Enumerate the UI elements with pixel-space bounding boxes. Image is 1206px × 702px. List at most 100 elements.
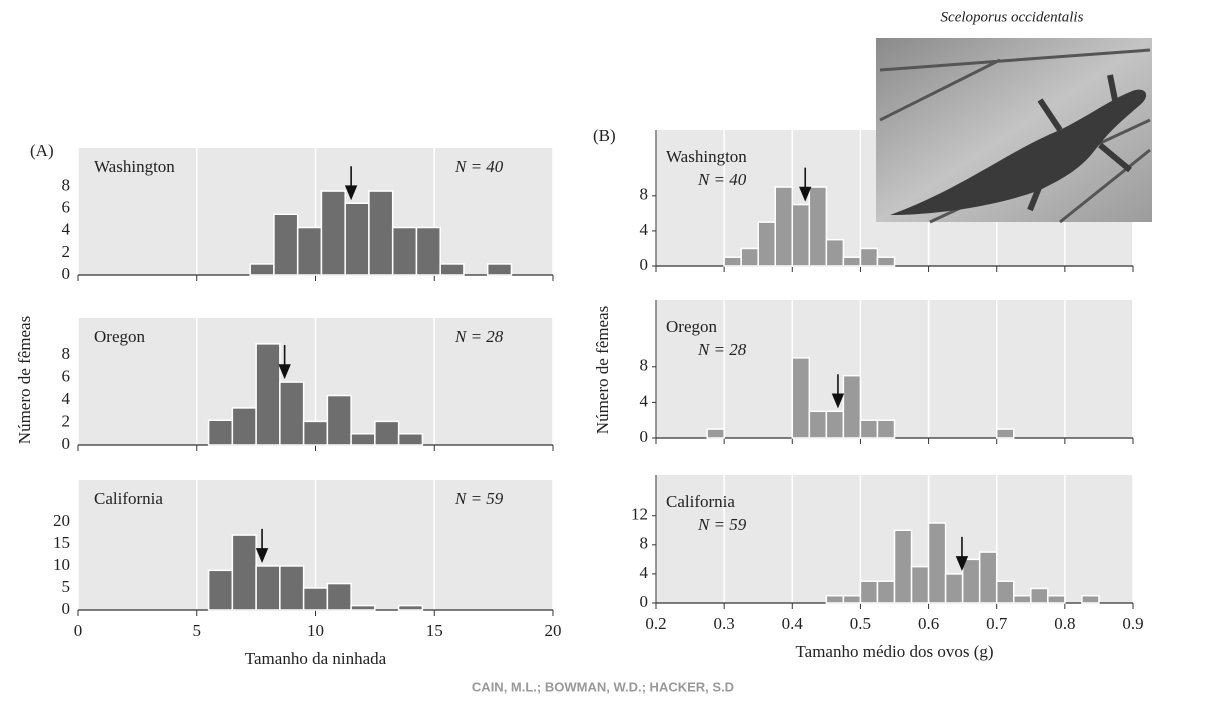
bar bbox=[774, 186, 794, 267]
bar bbox=[397, 433, 424, 446]
x-axis-label: Tamanho médio dos ovos (g) bbox=[795, 642, 993, 661]
x-tick-label: 0.2 bbox=[645, 614, 666, 633]
mean-arrow bbox=[344, 166, 358, 201]
bar bbox=[723, 256, 742, 267]
sample-size: N = 28 bbox=[454, 327, 504, 346]
bar bbox=[893, 529, 913, 604]
y-tick-label: 5 bbox=[62, 577, 71, 596]
subplot-title: California bbox=[666, 492, 735, 511]
y-tick-label: 2 bbox=[62, 411, 71, 430]
bar bbox=[350, 433, 376, 446]
bar bbox=[825, 238, 845, 267]
bar bbox=[279, 565, 305, 611]
y-tick-label: 10 bbox=[53, 555, 70, 574]
bar bbox=[207, 569, 234, 611]
x-tick-label: 20 bbox=[545, 621, 562, 640]
y-tick-label: 6 bbox=[62, 198, 71, 217]
bar bbox=[326, 394, 352, 446]
bar bbox=[995, 428, 1015, 439]
bar bbox=[825, 410, 845, 439]
sample-size: N = 40 bbox=[697, 170, 747, 189]
bar bbox=[808, 186, 828, 267]
lizard bbox=[890, 89, 1147, 215]
bar bbox=[255, 565, 281, 611]
bar bbox=[1030, 587, 1049, 604]
bar bbox=[231, 534, 257, 611]
y-tick-label: 8 bbox=[640, 185, 649, 204]
sample-size: N = 28 bbox=[697, 340, 747, 359]
y-tick-label: 0 bbox=[640, 255, 649, 274]
panel-label: (B) bbox=[593, 126, 616, 145]
x-tick-label: 0.5 bbox=[850, 614, 871, 633]
bar bbox=[486, 263, 513, 276]
y-tick-label: 0 bbox=[62, 264, 71, 283]
bar bbox=[249, 263, 275, 276]
bar bbox=[302, 420, 329, 446]
x-tick-label: 10 bbox=[307, 621, 324, 640]
bar bbox=[439, 263, 465, 276]
bar bbox=[757, 221, 777, 267]
bar bbox=[302, 587, 329, 611]
bar bbox=[876, 256, 896, 267]
x-tick-label: 0.3 bbox=[714, 614, 735, 633]
bar bbox=[859, 419, 879, 439]
bar bbox=[876, 580, 896, 604]
lizard-legs bbox=[1027, 74, 1132, 212]
subplot-title: Oregon bbox=[94, 327, 145, 346]
bar bbox=[842, 256, 862, 267]
sample-size: N = 59 bbox=[454, 489, 504, 508]
bar bbox=[344, 202, 370, 276]
y-axis-label: Número de fêmeas bbox=[15, 316, 34, 444]
bar bbox=[1047, 594, 1066, 604]
y-tick-label: 15 bbox=[53, 533, 70, 552]
bar bbox=[825, 594, 845, 604]
bar bbox=[791, 203, 811, 267]
y-tick-label: 0 bbox=[62, 599, 71, 618]
bar bbox=[740, 247, 759, 267]
bar bbox=[1013, 594, 1032, 604]
wood-grain bbox=[879, 48, 1151, 224]
bar bbox=[910, 565, 930, 604]
bar bbox=[961, 558, 981, 604]
bar bbox=[415, 226, 441, 276]
plot-background bbox=[656, 300, 1133, 438]
bar bbox=[231, 407, 257, 446]
photo-caption: Sceloporus occidentalis bbox=[941, 9, 1084, 25]
bar bbox=[391, 226, 418, 276]
sample-size: N = 40 bbox=[454, 157, 504, 176]
bar bbox=[397, 604, 424, 611]
bar bbox=[978, 551, 998, 604]
mean-arrow bbox=[255, 528, 269, 564]
bar bbox=[842, 594, 862, 604]
bar bbox=[842, 374, 862, 439]
y-tick-label: 2 bbox=[62, 242, 71, 261]
y-tick-label: 4 bbox=[640, 391, 649, 410]
bar bbox=[876, 419, 896, 439]
bar bbox=[320, 190, 346, 276]
bar bbox=[944, 573, 964, 604]
mean-arrow bbox=[278, 345, 291, 380]
bar bbox=[374, 420, 400, 446]
y-tick-label: 0 bbox=[640, 427, 649, 446]
mean-arrow bbox=[955, 536, 969, 571]
panel-label: (A) bbox=[30, 141, 54, 160]
bar bbox=[995, 580, 1015, 604]
bar bbox=[927, 522, 947, 604]
mean-arrow bbox=[799, 167, 812, 202]
y-axis-label: Número de fêmeas bbox=[593, 306, 612, 434]
bar bbox=[791, 357, 811, 439]
bar bbox=[368, 190, 394, 276]
x-tick-label: 5 bbox=[193, 621, 202, 640]
bar bbox=[859, 580, 879, 604]
y-tick-label: 8 bbox=[640, 356, 649, 375]
bar bbox=[808, 410, 828, 439]
photo bbox=[876, 38, 1152, 224]
subplot-title: Oregon bbox=[666, 317, 717, 336]
bar bbox=[279, 381, 305, 446]
bar bbox=[207, 419, 234, 446]
subplot-title: California bbox=[94, 489, 163, 508]
y-tick-label: 12 bbox=[631, 505, 648, 524]
x-tick-label: 0.4 bbox=[782, 614, 804, 633]
credit: CAIN, M.L.; BOWMAN, W.D.; HACKER, S.D bbox=[472, 679, 734, 694]
x-tick-label: 0.7 bbox=[986, 614, 1008, 633]
